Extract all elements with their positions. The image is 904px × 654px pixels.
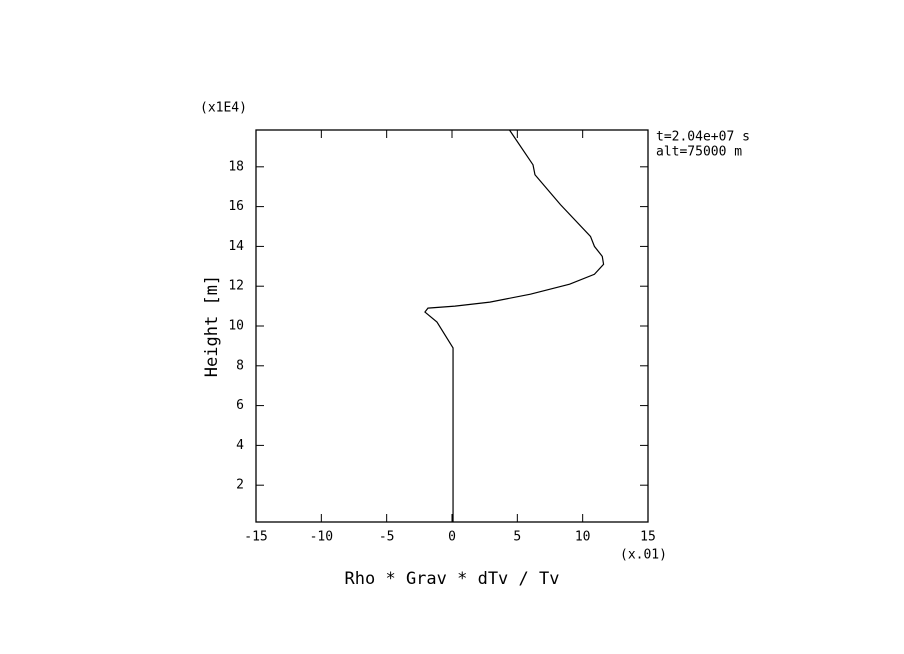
y-tick-label: 14 — [228, 239, 244, 254]
plot-frame — [255, 129, 649, 523]
x-multiplier: (x.01) — [620, 548, 667, 563]
y-tick-label: 12 — [228, 279, 244, 294]
y-tick-label: 2 — [236, 478, 244, 493]
x-tick-label: 15 — [640, 530, 656, 545]
data-line — [424, 129, 605, 522]
x-tick-label: 5 — [513, 530, 521, 545]
x-axis-label: Rho * Grav * dTv / Tv — [345, 569, 560, 589]
annotation: alt=75000 m — [656, 145, 742, 160]
x-tick-label: 10 — [575, 530, 591, 545]
x-tick-label: -10 — [310, 530, 333, 545]
y-axis-label: Height [m] — [202, 275, 222, 377]
y-tick-label: 18 — [228, 159, 244, 174]
y-tick-label: 10 — [228, 319, 244, 334]
y-tick-label: 16 — [228, 199, 244, 214]
x-tick-label: -5 — [379, 530, 395, 545]
x-tick-label: -15 — [244, 530, 267, 545]
y-tick-label: 8 — [236, 358, 244, 373]
x-tick-label: 0 — [448, 530, 456, 545]
y-tick-label: 6 — [236, 398, 244, 413]
annotation: t=2.04e+07 s — [656, 130, 750, 145]
y-multiplier: (x1E4) — [200, 101, 247, 116]
y-tick-label: 4 — [236, 438, 244, 453]
